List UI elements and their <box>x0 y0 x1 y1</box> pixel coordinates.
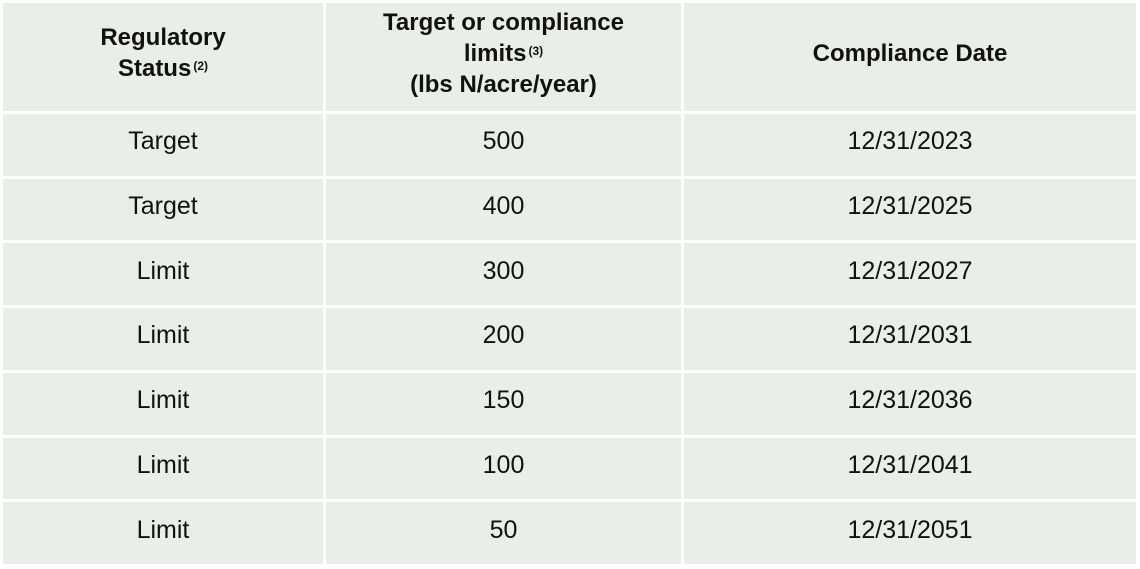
row-6-status: Limit <box>3 437 323 500</box>
row-4-date: 12/31/2031 <box>684 308 1136 370</box>
row-6-date: 12/31/2041 <box>684 437 1136 500</box>
row-7-date: 12/31/2051 <box>684 502 1136 564</box>
row-2-date: 12/31/2025 <box>684 178 1136 241</box>
row-3-status: Limit <box>3 243 323 306</box>
header-target-limits-footnote: (3) <box>528 43 544 58</box>
header-compliance-date-label: Compliance Date <box>812 39 1008 67</box>
row-5-date: 12/31/2036 <box>684 372 1136 435</box>
row-4-limit: 200 <box>326 308 681 370</box>
row-7-status: Limit <box>3 502 323 564</box>
header-regulatory-status-line1: Regulatory <box>100 24 226 51</box>
row-2-status: Target <box>3 178 323 241</box>
header-regulatory-status-footnote: (2) <box>193 59 208 73</box>
header-regulatory-status-line2: Status <box>117 55 192 82</box>
row-4-status: Limit <box>3 308 323 370</box>
header-target-limits: Target or compliance limits (3) (lbs N/ac… <box>326 3 681 111</box>
row-5-limit: 150 <box>326 372 681 435</box>
header-target-limits-units: (lbs N/acre/year) <box>410 70 597 98</box>
row-3-date: 12/31/2027 <box>684 243 1136 306</box>
row-3-limit: 300 <box>326 243 681 306</box>
row-2-limit: 400 <box>326 178 681 241</box>
row-6-limit: 100 <box>326 437 681 500</box>
row-5-status: Limit <box>3 372 323 435</box>
compliance-table: Regulatory Status (2) Target or complianc… <box>3 3 1136 564</box>
header-regulatory-status: Regulatory Status (2) <box>3 3 323 111</box>
header-target-limits-line2: limits <box>463 39 527 67</box>
row-1-limit: 500 <box>326 114 681 176</box>
header-compliance-date: Compliance Date <box>684 3 1136 111</box>
header-target-limits-line1: Target or compliance <box>383 8 624 36</box>
row-1-date: 12/31/2023 <box>684 114 1136 176</box>
row-7-limit: 50 <box>326 502 681 564</box>
row-1-status: Target <box>3 114 323 176</box>
